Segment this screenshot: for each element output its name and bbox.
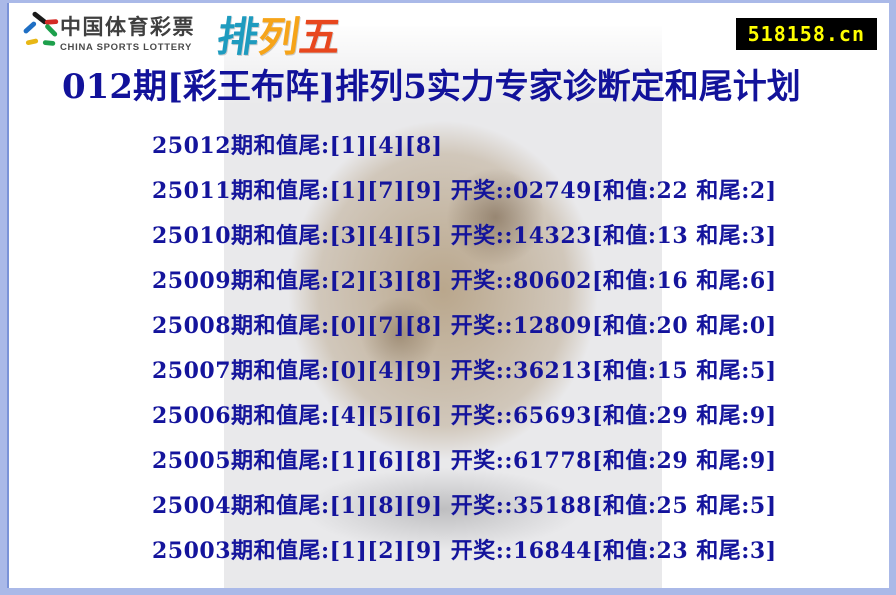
game-name-char: 列 <box>255 13 303 61</box>
plan-row: 25009期和值尾:[2][3][8] 开奖::80602[和值:16 和尾:6… <box>152 268 777 294</box>
brand-name-en: CHINA SPORTS LOTTERY <box>60 42 193 53</box>
sports-lottery-icon <box>23 11 59 46</box>
logo: 中国体育彩票 CHINA SPORTS LOTTERY 排列五 <box>20 9 344 61</box>
plan-row: 25004期和值尾:[1][8][9] 开奖::35188[和值:25 和尾:5… <box>152 493 777 519</box>
plan-row: 25003期和值尾:[1][2][9] 开奖::16844[和值:23 和尾:3… <box>152 538 777 564</box>
site-badge: 518158.cn <box>735 18 877 50</box>
game-name-char: 五 <box>296 13 344 61</box>
plan-row: 25007期和值尾:[0][4][9] 开奖::36213[和值:15 和尾:5… <box>152 358 777 384</box>
game-name-char: 排 <box>214 13 262 61</box>
plan-list: 25012期和值尾:[1][4][8] 25011期和值尾:[1][7][9] … <box>152 124 777 574</box>
sculpture-photo <box>224 26 662 588</box>
brand-name-cn: 中国体育彩票 <box>60 16 195 39</box>
plan-row: 25006期和值尾:[4][5][6] 开奖::65693[和值:29 和尾:9… <box>152 403 777 429</box>
plan-row: 25011期和值尾:[1][7][9] 开奖::02749[和值:22 和尾:2… <box>152 178 777 204</box>
header: 中国体育彩票 CHINA SPORTS LOTTERY 排列五 518158.c… <box>7 3 889 61</box>
plan-row: 25010期和值尾:[3][4][5] 开奖::14323[和值:13 和尾:3… <box>152 223 777 249</box>
page-title: 012期[彩王布阵]排列5实力专家诊断定和尾计划 <box>62 67 801 107</box>
brand: 中国体育彩票 CHINA SPORTS LOTTERY <box>60 11 195 53</box>
plan-row: 25008期和值尾:[0][7][8] 开奖::12809[和值:20 和尾:0… <box>152 313 777 339</box>
plan-row: 25012期和值尾:[1][4][8] <box>152 133 443 159</box>
plan-row: 25005期和值尾:[1][6][8] 开奖::61778[和值:29 和尾:9… <box>152 448 777 474</box>
game-name: 排列五 <box>214 3 345 63</box>
